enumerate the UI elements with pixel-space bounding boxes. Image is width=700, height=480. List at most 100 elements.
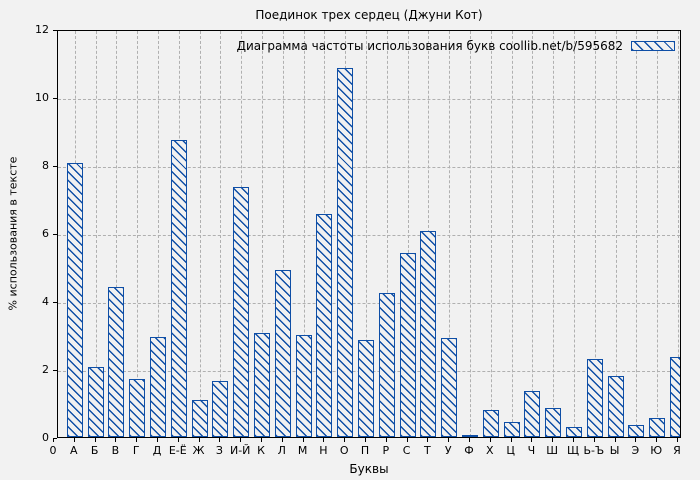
bar bbox=[254, 333, 270, 437]
v-gridline bbox=[199, 31, 201, 437]
x-tick-label: Ю bbox=[650, 444, 663, 457]
v-gridline bbox=[262, 31, 263, 437]
x-tick-label: Т bbox=[424, 444, 431, 457]
x-tick-mark bbox=[240, 438, 242, 442]
x-tick-label: 0 bbox=[49, 444, 57, 457]
x-tick-mark bbox=[219, 438, 221, 442]
bar bbox=[524, 391, 541, 437]
x-tick-label: С bbox=[402, 444, 411, 457]
x-tick-mark bbox=[115, 438, 117, 442]
x-tick-mark bbox=[406, 438, 408, 442]
x-tick-label: Ц bbox=[506, 444, 515, 457]
bar bbox=[129, 379, 146, 437]
v-gridline bbox=[678, 31, 679, 437]
bar bbox=[378, 292, 395, 437]
plot-grid-and-bars bbox=[58, 31, 680, 437]
x-tick-mark bbox=[302, 438, 304, 442]
bar bbox=[191, 399, 208, 437]
bar bbox=[628, 425, 645, 437]
x-tick-label: Ф bbox=[464, 444, 474, 457]
x-tick-label: Ш bbox=[546, 444, 559, 457]
y-tick-mark bbox=[53, 30, 57, 31]
v-gridline bbox=[615, 31, 617, 437]
x-tick-label: К bbox=[257, 444, 265, 457]
y-tick-label: 8 bbox=[42, 159, 49, 172]
x-tick-mark bbox=[136, 438, 138, 442]
bar bbox=[66, 163, 83, 437]
x-tick-label: Ы bbox=[609, 444, 620, 457]
v-gridline bbox=[116, 31, 118, 437]
x-tick-mark bbox=[177, 438, 179, 442]
x-axis-label: Буквы bbox=[349, 462, 389, 476]
x-tick-label: Г bbox=[132, 444, 140, 457]
x-tick-label: О bbox=[339, 444, 349, 457]
v-gridline bbox=[449, 31, 451, 437]
bar bbox=[274, 270, 291, 437]
x-tick-mark bbox=[281, 438, 283, 442]
bar bbox=[545, 408, 562, 437]
chart-title: Поединок трех сердец (Джуни Кот) bbox=[255, 8, 483, 22]
v-gridline bbox=[407, 31, 409, 437]
x-tick-mark bbox=[677, 438, 678, 442]
x-tick-label: З bbox=[215, 444, 223, 457]
x-tick-label: Н bbox=[319, 444, 328, 457]
x-tick-mark bbox=[53, 438, 54, 442]
x-tick-mark bbox=[656, 438, 658, 442]
x-tick-label: Я bbox=[673, 444, 681, 457]
y-tick-label: 0 bbox=[42, 431, 49, 444]
v-gridline bbox=[657, 31, 659, 437]
v-gridline bbox=[220, 31, 222, 437]
x-tick-mark bbox=[510, 438, 512, 442]
v-gridline bbox=[158, 31, 159, 437]
x-tick-label: Ь-Ъ bbox=[583, 444, 605, 457]
plot-area: Диаграмма частоты использования букв coo… bbox=[57, 30, 681, 438]
v-gridline bbox=[511, 31, 513, 437]
y-tick-label: 10 bbox=[35, 91, 49, 104]
x-tick-mark bbox=[427, 438, 429, 442]
x-tick-label: Б bbox=[90, 444, 99, 457]
x-tick-label: Ч bbox=[527, 444, 536, 457]
h-gridline bbox=[58, 99, 680, 100]
y-tick-mark bbox=[53, 370, 57, 371]
h-gridline bbox=[58, 235, 680, 236]
x-tick-mark bbox=[448, 438, 450, 442]
x-tick-mark bbox=[365, 438, 366, 442]
bar bbox=[441, 338, 458, 437]
h-gridline bbox=[58, 303, 680, 304]
x-tick-label: У bbox=[444, 444, 452, 457]
x-tick-mark bbox=[261, 438, 262, 442]
x-tick-label: И-Й bbox=[229, 444, 251, 457]
x-tick-mark bbox=[157, 438, 158, 442]
y-tick-label: 2 bbox=[42, 363, 49, 376]
y-tick-mark bbox=[53, 166, 57, 167]
v-gridline bbox=[636, 31, 638, 437]
v-gridline bbox=[95, 31, 97, 437]
y-tick-mark bbox=[53, 234, 57, 235]
y-tick-mark bbox=[53, 98, 57, 99]
bar bbox=[420, 231, 437, 437]
x-tick-label: Щ bbox=[566, 444, 580, 457]
x-tick-label: П bbox=[360, 444, 370, 457]
y-tick-mark bbox=[53, 302, 57, 303]
bar bbox=[233, 187, 250, 437]
bar bbox=[607, 375, 624, 437]
v-gridline bbox=[532, 31, 534, 437]
bar bbox=[358, 340, 374, 437]
x-tick-mark bbox=[489, 438, 491, 442]
legend-hatch-swatch-icon bbox=[631, 41, 675, 51]
x-tick-label: А bbox=[70, 444, 78, 457]
x-tick-mark bbox=[73, 438, 75, 442]
v-gridline bbox=[553, 31, 555, 437]
bar bbox=[87, 367, 104, 437]
x-tick-mark bbox=[323, 438, 325, 442]
bar bbox=[212, 380, 229, 437]
bar bbox=[586, 358, 603, 437]
v-gridline bbox=[366, 31, 367, 437]
x-tick-label: Э bbox=[631, 444, 640, 457]
bar bbox=[170, 139, 187, 437]
x-tick-mark bbox=[614, 438, 616, 442]
x-tick-mark bbox=[573, 438, 574, 442]
v-gridline bbox=[137, 31, 139, 437]
x-tick-label: Д bbox=[152, 444, 162, 457]
